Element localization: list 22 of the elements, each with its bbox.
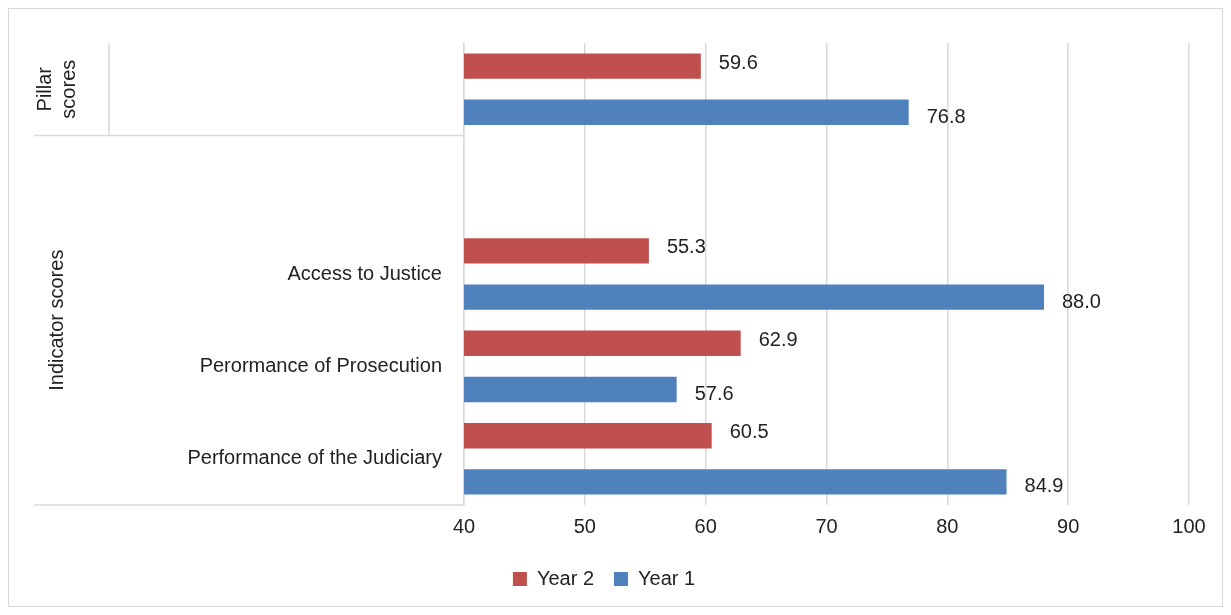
data-label: 62.9 <box>758 327 798 350</box>
data-label: 59.6 <box>718 50 758 73</box>
data-label: 57.6 <box>694 382 734 405</box>
y-tick-label: Perormance of Prosecution <box>199 353 442 376</box>
x-tick-label: 70 <box>815 514 838 537</box>
text: Pillar scores <box>32 59 79 119</box>
text: Indicator scores <box>44 249 67 391</box>
legend-label: Year 1 <box>638 566 696 589</box>
data-label: 88.0 <box>1062 289 1101 312</box>
data-label: 55.3 <box>666 235 706 258</box>
x-tick-label: 60 <box>694 514 717 537</box>
data-label: 76.8 <box>926 104 966 127</box>
data-label: 60.5 <box>729 420 769 443</box>
y-tick-label: Performance of the Judiciary <box>187 446 442 469</box>
x-tick-label: 50 <box>573 514 596 537</box>
data-label: 84.9 <box>1024 474 1064 497</box>
y-tick-label: Access to Justice <box>287 261 442 284</box>
x-tick-label: 100 <box>1172 514 1206 537</box>
x-tick-label: 80 <box>936 514 959 537</box>
x-tick-label: 40 <box>452 514 476 537</box>
x-tick-label: 90 <box>1057 514 1080 537</box>
legend-label: Year 2 <box>536 566 594 589</box>
